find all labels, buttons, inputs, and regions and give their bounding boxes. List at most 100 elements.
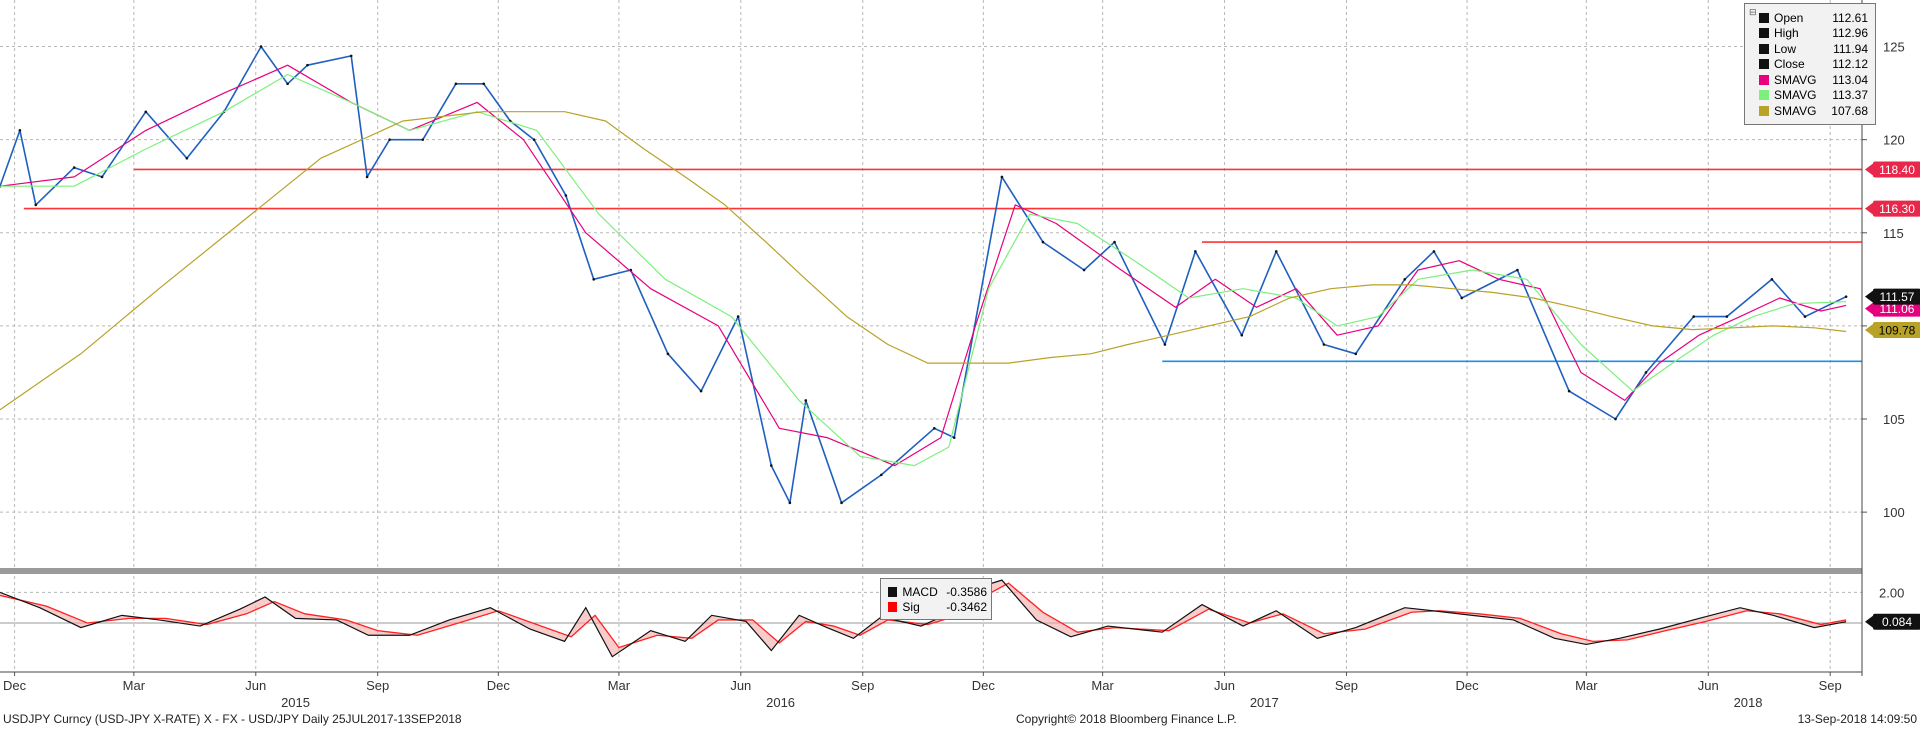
close-point — [1567, 389, 1571, 393]
close-point — [1614, 417, 1617, 421]
close-point — [421, 138, 425, 141]
legend-entry: Open 112.61 — [1759, 10, 1871, 26]
y-tick-label: 105 — [1883, 412, 1905, 427]
right-label-value: 118.40 — [1879, 163, 1915, 177]
y-tick-label: 100 — [1883, 505, 1905, 520]
legend-value: 113.37 — [1832, 88, 1868, 103]
macd-tick-label: 2.00 — [1879, 585, 1904, 600]
right-label-value: 0.084 — [1882, 615, 1912, 629]
close-point — [1041, 240, 1045, 244]
close-point — [788, 501, 792, 505]
legend-value: -0.3462 — [946, 600, 987, 615]
legend-value: 107.68 — [1831, 103, 1868, 118]
legend-label: Low — [1774, 41, 1797, 56]
close-point — [72, 166, 76, 169]
x-tick-label-month: Dec — [1456, 678, 1480, 693]
right-label-pointer — [1865, 302, 1873, 315]
right-label-pointer — [1865, 615, 1873, 628]
x-tick-label-year: 2018 — [1734, 695, 1763, 710]
x-tick-label-year: 2016 — [766, 695, 795, 710]
legend-label: SMAVG — [1774, 103, 1817, 118]
series-line-smavg — [0, 73, 1847, 467]
legend-label: MACD — [902, 584, 938, 599]
legend-entry: Low 111.94 — [1759, 41, 1871, 57]
legend-value: -0.3586 — [946, 584, 987, 599]
legend-label: Close — [1774, 57, 1805, 72]
footer-right: 13-Sep-2018 14:09:50 — [1797, 712, 1917, 726]
right-label-value: 116.30 — [1879, 202, 1915, 216]
right-label-box — [1873, 613, 1920, 630]
close-point — [1240, 333, 1244, 337]
series-line-close — [0, 45, 1847, 504]
x-tick-label-month: Sep — [1335, 678, 1358, 693]
y-tick-label: 115 — [1883, 226, 1904, 241]
close-point — [454, 82, 458, 86]
close-point — [532, 138, 536, 141]
close-point — [482, 82, 486, 86]
x-tick-label-month: Jun — [1214, 678, 1235, 693]
x-tick-label-month: Mar — [1575, 678, 1598, 693]
close-point — [144, 110, 148, 114]
legend-value: 113.04 — [1832, 72, 1868, 87]
close-point — [1163, 343, 1167, 346]
footer-center: Copyright© 2018 Bloomberg Finance L.P. — [1016, 712, 1237, 726]
footer-left: USDJPY Curncy (USD-JPY X-RATE) X - FX - … — [3, 712, 462, 726]
close-point — [1082, 268, 1086, 272]
legend-label: Sig — [902, 600, 920, 615]
close-point — [1000, 175, 1004, 179]
panel-separator — [0, 568, 1862, 574]
close-point — [100, 175, 104, 179]
legend-entry: High 112.96 — [1759, 26, 1871, 42]
close-point — [1274, 250, 1278, 253]
legend-entry: MACD -0.3586 — [888, 584, 987, 600]
x-tick-label-month: Sep — [851, 678, 874, 693]
x-tick-label-month: Sep — [366, 678, 389, 693]
y-tick-label: 125 — [1883, 40, 1905, 55]
axes: Dec Mar Jun Sep Dec Mar Jun Sep Dec Mar Jun Sep Dec M… — [0, 0, 1905, 710]
x-tick-label-year: 2017 — [1250, 695, 1279, 710]
close-point — [804, 399, 808, 402]
legend-label: High — [1774, 26, 1799, 41]
series-line-smavg — [0, 64, 1847, 467]
right-label-box — [1873, 300, 1920, 317]
close-point — [185, 156, 189, 160]
collapse-icon[interactable]: ⊟ — [1749, 7, 1757, 17]
close-point — [1803, 315, 1807, 318]
legend-swatch — [1759, 43, 1769, 54]
legend-value: 112.61 — [1832, 10, 1868, 25]
level-lines — [23, 168, 1862, 363]
x-tick-label-month: Mar — [123, 678, 146, 693]
right-label-pointer — [1865, 323, 1873, 336]
close-point — [564, 194, 568, 197]
legend-label: Open — [1774, 10, 1804, 25]
legend-swatch — [1759, 12, 1769, 23]
x-tick-label-month: Sep — [1819, 678, 1842, 693]
close-point — [592, 278, 596, 281]
close-point — [1692, 315, 1695, 318]
legend-label: SMAVG — [1774, 88, 1817, 103]
close-point — [1113, 240, 1116, 244]
close-point — [306, 63, 309, 67]
close-point — [349, 54, 353, 58]
x-tick-label-month: Mar — [1091, 678, 1114, 693]
series-line-smavg — [0, 111, 1847, 411]
price-legend: ⊟ Open 112.61 High 112.96 Low 111.94 Close 112.… — [1744, 3, 1876, 125]
legend-swatch — [1759, 59, 1769, 70]
close-point — [1644, 371, 1648, 374]
legend-entry: SMAVG 113.04 — [1759, 72, 1871, 88]
legend-swatch — [1759, 105, 1769, 116]
legend-entry: SMAVG 113.37 — [1759, 88, 1871, 104]
right-label-box — [1873, 288, 1920, 305]
close-point — [736, 315, 740, 318]
legend-swatch — [1759, 28, 1769, 39]
close-point — [1322, 343, 1326, 346]
right-label-pointer — [1865, 163, 1873, 176]
x-tick-label-month: Dec — [972, 678, 996, 693]
legend-label: SMAVG — [1774, 72, 1817, 87]
close-point — [1460, 296, 1464, 300]
close-point — [699, 389, 703, 393]
x-tick-label-month: Dec — [487, 678, 511, 693]
macd-legend: MACD -0.3586 Sig -0.3462 — [880, 578, 992, 620]
